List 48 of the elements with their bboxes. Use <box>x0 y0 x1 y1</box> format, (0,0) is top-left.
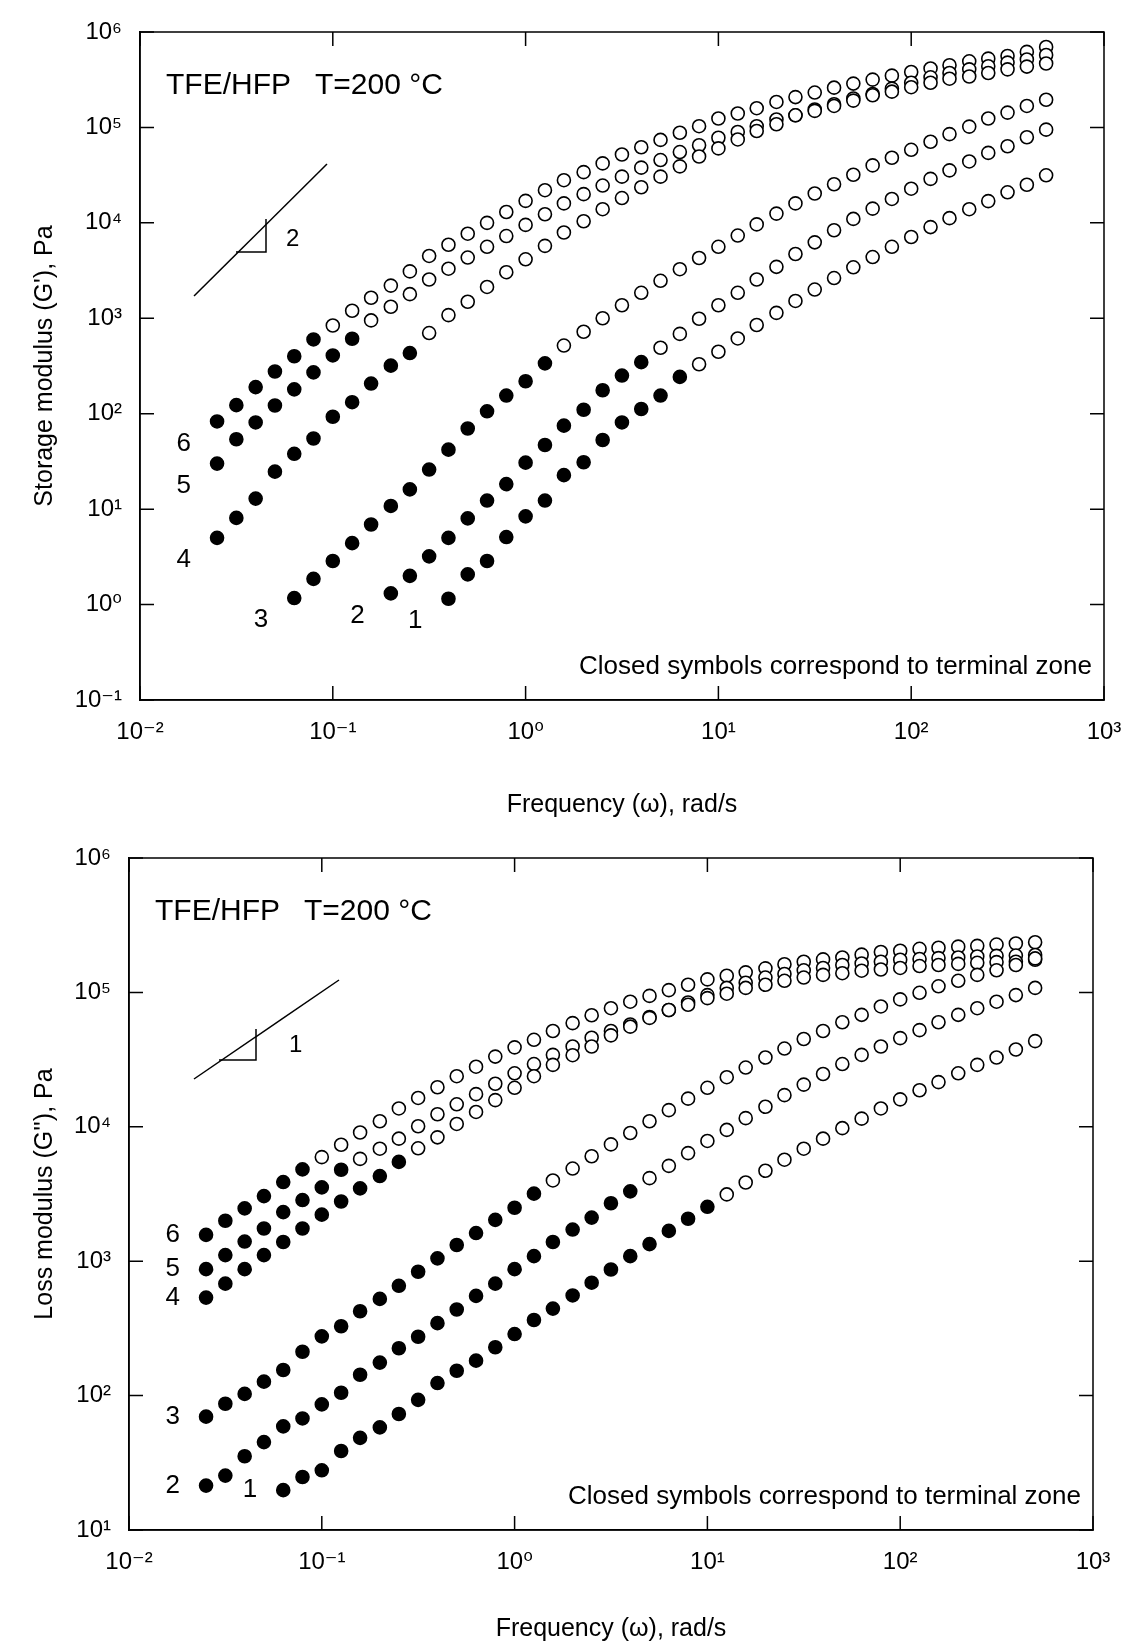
series-label: 3 <box>165 1399 181 1430</box>
series-label: 4 <box>176 543 192 574</box>
x-tick-label: 10⁻¹ <box>309 717 357 745</box>
y-tick-label: 10⁶ <box>85 16 122 44</box>
y-axis-title: Loss modulus (G''), Pa <box>28 1068 57 1320</box>
y-tick-label: 10⁰ <box>85 589 122 617</box>
series-label: 5 <box>165 1252 181 1283</box>
x-tick-label: 10⁻² <box>116 717 164 745</box>
x-tick-label: 10² <box>893 717 929 745</box>
y-tick-label: 10¹ <box>76 1514 112 1542</box>
series-label: 5 <box>176 468 192 499</box>
series-label: 4 <box>165 1280 181 1311</box>
x-axis-title: Frequency (ω), rad/s <box>495 1612 727 1641</box>
x-tick-label: 10² <box>882 1547 918 1575</box>
legend-label: 2 <box>286 223 300 251</box>
y-tick-label: 10⁻¹ <box>74 684 122 712</box>
annotation: 1 <box>242 1473 258 1504</box>
annotation: 2 <box>350 598 365 629</box>
x-tick-label: 10⁰ <box>507 717 544 745</box>
series-label: 2 <box>165 1468 181 1499</box>
series-label: 3 <box>253 603 269 634</box>
y-tick-label: 10⁵ <box>85 112 122 140</box>
legend-label: 1 <box>289 1029 303 1057</box>
series-label: 6 <box>165 1218 181 1249</box>
x-tick-label: 10⁻² <box>105 1547 153 1575</box>
y-tick-label: 10¹ <box>87 493 123 521</box>
x-tick-label: 10¹ <box>701 717 736 745</box>
x-axis-title: Frequency (ω), rad/s <box>506 788 738 817</box>
y-tick-label: 10⁵ <box>74 977 111 1005</box>
y-tick-label: 10⁶ <box>74 842 111 870</box>
y-tick-label: 10³ <box>76 1245 112 1273</box>
annotation: Closed symbols correspond to terminal zone <box>567 1480 1081 1510</box>
y-tick-label: 10² <box>76 1380 112 1408</box>
x-tick-label: 10¹ <box>690 1547 725 1575</box>
text: TFE/HFP T=200 °C <box>166 67 443 100</box>
x-tick-label: 10⁰ <box>496 1547 533 1575</box>
x-tick-label: 10⁻¹ <box>298 1547 346 1575</box>
x-tick-label: 10³ <box>1075 1547 1111 1575</box>
x-tick-label: 10³ <box>1086 717 1122 745</box>
text: TFE/HFP T=200 °C <box>155 893 432 926</box>
y-tick-label: 10⁴ <box>73 1111 111 1139</box>
series-label: 1 <box>407 603 423 634</box>
y-tick-label: 10² <box>87 398 123 426</box>
y-axis-title: Storage modulus (G'), Pa <box>28 225 57 507</box>
y-tick-label: 10³ <box>87 302 123 330</box>
annotation: Closed symbols correspond to terminal zone <box>578 650 1092 680</box>
series-label: 6 <box>176 426 192 457</box>
y-tick-label: 10⁴ <box>84 207 122 235</box>
